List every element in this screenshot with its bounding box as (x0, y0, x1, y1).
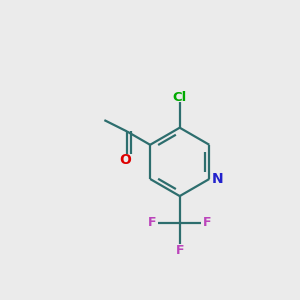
Text: N: N (212, 172, 224, 186)
Text: F: F (148, 216, 157, 229)
Text: F: F (176, 244, 184, 257)
Text: F: F (203, 216, 211, 229)
Text: Cl: Cl (172, 91, 187, 103)
Text: O: O (119, 153, 131, 167)
